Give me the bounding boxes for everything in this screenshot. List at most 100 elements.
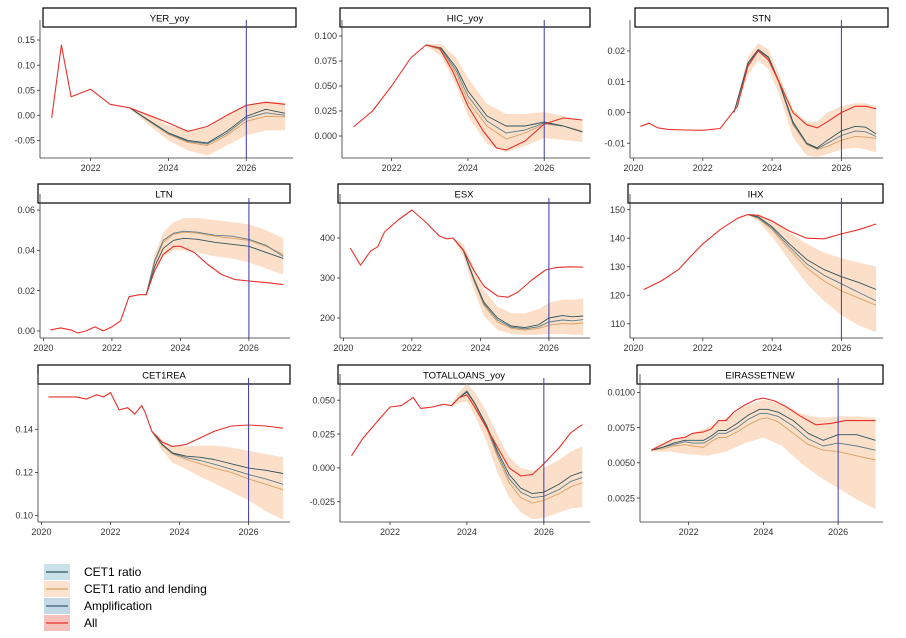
y-tick-label: 0.14 [15,424,33,434]
x-tick-label: 2022 [679,527,699,537]
y-tick-label: 120 [610,290,625,300]
series-line-amplification [747,214,877,302]
series-line-amplification [733,49,877,150]
chart-panel-hic-yoy: HIC_yoy 0.000 0.025 0.050 0.075 0.100 2022 2024… [314,7,591,173]
legend-key-cet1-ratio [44,564,70,580]
legend-label: CET1 ratio and lending [84,582,207,596]
y-tick-label: -0.05 [14,136,35,146]
y-tick-label: 0.100 [314,31,337,41]
confidence-band [451,384,583,520]
y-tick-label: 0.12 [15,468,33,478]
series-line-amplification [451,390,583,499]
x-tick-label: 2024 [753,527,773,537]
panel-title: IHX [748,190,765,201]
series-line-all [650,397,876,451]
confidence-band [453,237,584,335]
x-tick-label: 2020 [33,343,53,353]
chart-panel-totalloans-yoy: TOTALLOANS_yoy -0.025 0.000 0.025 0.050 2022 2… [309,364,591,537]
x-tick-label: 2024 [170,527,190,537]
y-tick-label: 300 [320,273,335,283]
legend-item-cet1-ratio-and-lending: CET1 ratio and lending [44,581,304,597]
y-tick-label: -0.01 [604,138,625,148]
y-tick-label: 0.025 [314,106,337,116]
legend-item-all: All [44,615,304,631]
x-tick-label: 2020 [623,163,643,173]
panel-strip [634,7,889,28]
series-line-cet1-ratio-and-lending [145,231,284,295]
series-line-cet1-ratio-and-lending [425,44,583,140]
y-tick-label: 0.0075 [607,423,635,433]
y-tick-label: 0.075 [314,56,337,66]
x-tick-label: 2026 [828,527,848,537]
panel-strip [42,7,297,28]
series-line-cet1-ratio-and-lending [651,417,876,461]
panel-title: TOTALLOANS_yoy [423,371,505,382]
x-tick-label: 2024 [457,527,477,537]
x-tick-label: 2026 [239,527,259,537]
legend-label: Amplification [84,599,153,613]
legend: CET1 ratio CET1 ratio and lending Amplif… [44,556,304,636]
series-line-cet1-ratio [151,431,284,474]
y-tick-label: 0.0050 [607,458,635,468]
y-tick-label: 0.10 [15,511,33,521]
x-tick-label: 2020 [623,343,643,353]
legend-label: All [84,616,98,630]
panel-strip [339,7,591,28]
y-tick-label: 110 [611,319,625,329]
x-tick-label: 2026 [236,163,256,173]
series-line-amplification [425,44,583,134]
x-tick-label: 2026 [831,163,851,173]
y-tick-label: 0.06 [17,205,35,215]
legend-item-amplification: Amplification [44,598,304,614]
x-tick-label: 2026 [539,343,559,353]
legend-key-all [44,615,70,631]
legend-item-cet1-ratio: CET1 ratio [44,564,304,580]
panel-strip [37,183,291,204]
panel-title: LTN [155,190,172,201]
x-tick-label: 2022 [102,343,122,353]
confidence-band [129,101,286,156]
series-line-cet1-ratio-and-lending [747,214,877,306]
x-tick-label: 2024 [158,163,178,173]
series-line-cet1-ratio [747,214,877,290]
x-tick-label: 2022 [380,527,400,537]
x-tick-label: 2026 [534,527,554,537]
y-tick-label: 0.00 [607,108,625,118]
panel-title: HIC_yoy [447,14,484,25]
series-line-all [351,394,583,477]
chart-panel-yer-yoy: YER_yoy -0.05 0.00 0.05 0.10 0.15 2022 2024 2026 [14,7,297,173]
y-tick-label: 130 [610,262,625,272]
panel-strip [627,183,884,204]
x-tick-label: 2026 [239,343,259,353]
series-line-all [349,209,584,298]
series-line-cet1-ratio [451,391,583,495]
y-tick-label: 150 [610,205,625,215]
y-tick-label: 0.05 [17,85,35,95]
panel-strip [636,364,884,385]
y-tick-label: 0.000 [312,463,335,473]
panel-title: YER_yoy [150,14,190,25]
chart-panel-cet1rea: CET1REA 0.10 0.12 0.14 2020 2022 2024 2026 [15,364,291,537]
series-line-amplification [651,413,876,451]
x-tick-label: 2024 [458,163,478,173]
series-line-cet1-ratio [129,107,286,144]
series-line-all [50,245,284,334]
y-tick-label: 0.02 [607,46,625,56]
x-tick-label: 2022 [382,163,402,173]
x-tick-label: 2020 [333,343,353,353]
y-tick-label: 0.00 [17,111,35,121]
panel-title: CET1REA [142,371,186,382]
chart-panel-ltn: LTN 0.00 0.02 0.04 0.06 2020 2022 2024 2026 [17,183,291,353]
panel-strip [337,364,591,385]
confidence-band [151,430,284,520]
confidence-band [734,43,877,158]
y-tick-label: 140 [610,233,625,243]
x-tick-label: 2024 [470,343,490,353]
series-line-cet1-ratio [145,237,284,295]
series-line-all [640,50,877,131]
x-tick-label: 2022 [100,527,120,537]
y-tick-label: 400 [320,233,335,243]
y-tick-label: 0.050 [314,81,337,91]
x-tick-label: 2024 [170,343,190,353]
